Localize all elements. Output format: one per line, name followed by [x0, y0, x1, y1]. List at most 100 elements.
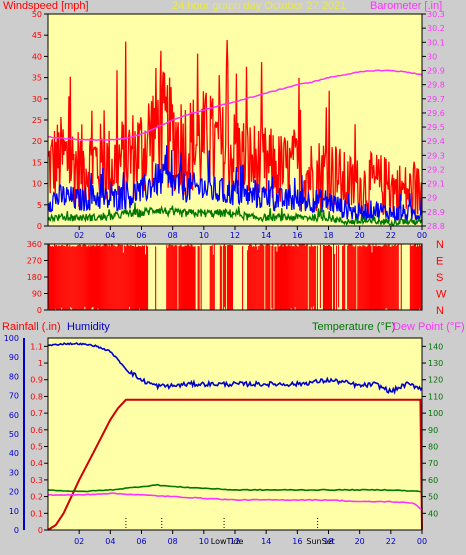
- barometer-tick-label: 30.3: [427, 10, 445, 19]
- wind-y-tick-label: 25: [32, 116, 42, 125]
- humidity-tick-label: 100: [4, 334, 19, 343]
- wind-x-tick-label: 14: [261, 231, 271, 240]
- climate-series-line-3: [47, 492, 423, 511]
- wind-x-tick-label: 04: [105, 231, 115, 240]
- wind-x-tick-label: 00: [417, 231, 427, 240]
- event-label: SunSet: [306, 537, 334, 546]
- temperature-tick-label: 100: [428, 409, 443, 418]
- rain-tick-label: 0.7: [30, 409, 43, 418]
- barometer-tick-label: 30.1: [427, 38, 445, 47]
- wind-x-tick-label: 20: [355, 231, 365, 240]
- wind-barometer-chart: 0 5 10 15 20 25 30 35 40 45 50 28.8 28.9 29 29.1 29.2 29…: [3, 0, 445, 240]
- climate-x-tick-label: 12: [230, 537, 240, 546]
- rain-tick-label: 0: [38, 526, 43, 535]
- humidity-tick-label: 0: [14, 526, 19, 535]
- barometer-tick-label: 29.3: [427, 151, 445, 160]
- temperature-tick-label: 140: [428, 342, 443, 351]
- direction-y-tick-label: 0: [37, 306, 42, 315]
- rainfall-axis-label: Rainfall (.in): [2, 321, 61, 333]
- climate-series-line-1: [47, 398, 423, 531]
- climate-x-tick-label: 16: [292, 537, 302, 546]
- temperature-tick-label: 120: [428, 376, 443, 385]
- series-line-1: [47, 145, 423, 222]
- wind-x-tick-label: 08: [168, 231, 178, 240]
- climate-x-tick-label: 06: [136, 537, 146, 546]
- wind-x-tick-label: 18: [323, 231, 333, 240]
- wind-x-tick-label: 16: [292, 231, 302, 240]
- humidity-tick-label: 60: [9, 411, 19, 420]
- rain-humidity-temperature-chart: LowTide SunSet010203040506070809010000.10…: [2, 321, 465, 546]
- wind-axis-label: Windspeed [mph]: [3, 0, 89, 12]
- rain-tick-label: 0.6: [30, 426, 43, 435]
- wind-axes: 0 5 10 15 20 25 30 35 40 45 50 28.8 28.9 29 29.1 29.2 29…: [32, 10, 445, 240]
- direction-series-group: [47, 244, 423, 310]
- rain-tick-label: 1: [38, 359, 43, 368]
- rain-tick-label: 0.1: [30, 509, 43, 518]
- climate-x-tick-label: 14: [261, 537, 271, 546]
- barometer-tick-label: 29.6: [427, 109, 445, 118]
- humidity-tick-label: 90: [9, 353, 19, 362]
- barometer-tick-label: 28.9: [427, 208, 445, 217]
- temperature-tick-label: 80: [428, 443, 438, 452]
- compass-label: E: [436, 256, 443, 268]
- humidity-tick-label: 30: [9, 468, 19, 477]
- direction-y-tick-label: 180: [27, 273, 42, 282]
- wind-x-tick-label: 12: [230, 231, 240, 240]
- barometer-tick-label: 29.4: [427, 137, 445, 146]
- event-label: LowTide: [211, 537, 244, 546]
- barometer-tick-label: 29.5: [427, 123, 445, 132]
- direction-y-tick-label: 270: [27, 257, 42, 266]
- direction-y-tick-label: 360: [27, 240, 42, 249]
- temperature-tick-label: 40: [428, 509, 438, 518]
- climate-series-line-0: [47, 341, 423, 395]
- wind-y-tick-label: 10: [32, 180, 42, 189]
- chart-title: 24 hour graph day October 27 2021: [172, 0, 346, 12]
- series-line-2: [47, 202, 423, 227]
- climate-series-group: [47, 341, 423, 531]
- climate-x-tick-label: 20: [355, 537, 365, 546]
- climate-x-tick-label: 02: [74, 537, 84, 546]
- wind-y-tick-label: 50: [32, 10, 42, 19]
- barometer-tick-label: 30.2: [427, 24, 445, 33]
- barometer-axis-label: Barometer [.in]: [370, 0, 442, 12]
- humidity-tick-label: 50: [9, 430, 19, 439]
- rain-tick-label: 0.5: [30, 443, 43, 452]
- humidity-tick-label: 80: [9, 372, 19, 381]
- compass-label: S: [436, 272, 443, 284]
- climate-series-line-2: [47, 483, 423, 493]
- climate-axes: LowTide SunSet010203040506070809010000.10…: [4, 334, 444, 546]
- rain-tick-label: 0.3: [30, 476, 43, 485]
- barometer-tick-label: 29.8: [427, 81, 445, 90]
- rain-tick-label: 0.8: [30, 392, 43, 401]
- humidity-tick-label: 10: [9, 507, 19, 516]
- climate-x-tick-label: 08: [168, 537, 178, 546]
- climate-plot-area: [48, 338, 422, 530]
- dewpoint-axis-label: Dew Point (°F): [393, 321, 465, 333]
- climate-x-tick-label: 10: [199, 537, 209, 546]
- wind-y-tick-label: 30: [32, 95, 42, 104]
- wind-x-tick-label: 22: [386, 231, 396, 240]
- barometer-tick-label: 29.9: [427, 67, 445, 76]
- wind-y-tick-label: 20: [32, 137, 42, 146]
- wind-y-tick-label: 15: [32, 158, 42, 167]
- humidity-axis-label: Humidity: [67, 321, 110, 333]
- temperature-tick-label: 70: [428, 459, 438, 468]
- barometer-tick-label: 29.2: [427, 165, 445, 174]
- wind-x-tick-label: 02: [74, 231, 84, 240]
- barometer-tick-label: 29.7: [427, 95, 445, 104]
- barometer-tick-label: 30: [427, 52, 437, 61]
- series-line-0: [47, 39, 423, 222]
- temperature-tick-label: 60: [428, 476, 438, 485]
- climate-x-tick-label: 18: [323, 537, 333, 546]
- rain-tick-label: 0.9: [30, 376, 43, 385]
- rain-tick-label: 0.4: [30, 459, 43, 468]
- compass-label: N: [436, 305, 444, 317]
- climate-x-tick-label: 04: [105, 537, 115, 546]
- wind-x-tick-label: 06: [136, 231, 146, 240]
- climate-x-tick-label: 00: [417, 537, 427, 546]
- humidity-tick-label: 20: [9, 488, 19, 497]
- wind-y-tick-label: 45: [32, 31, 42, 40]
